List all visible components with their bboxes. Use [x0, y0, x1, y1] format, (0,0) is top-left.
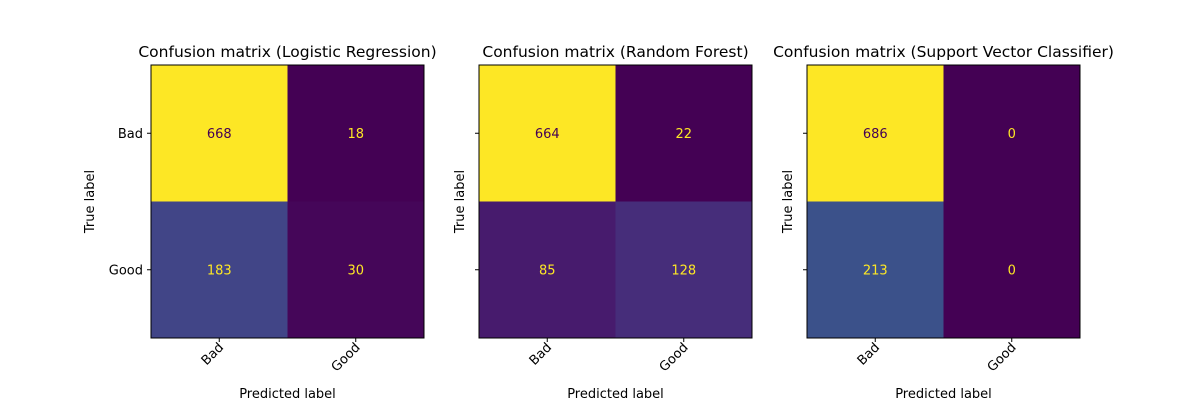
matrix-cell-good-bad [479, 201, 616, 338]
matrix-cell-bad-bad [807, 65, 944, 202]
confusion-matrix-panel-3: 686 0 213 0 Confusion matrix (Support Vector… [773, 43, 1114, 402]
matrix-cell-bad-bad [151, 65, 288, 202]
y-axis-label: True label [83, 170, 98, 234]
cell-value-label: 0 [1008, 263, 1016, 278]
cell-value-label: 213 [863, 263, 888, 278]
y-axis-label: True label [781, 170, 796, 234]
cell-value-label: 0 [1008, 127, 1016, 142]
matrix-cell-bad-bad [479, 65, 616, 202]
matrix-cell-good-bad [151, 201, 288, 338]
y-tick-label: Good [109, 263, 143, 278]
cell-value-label: 22 [675, 127, 692, 142]
x-tick-label: Bad [855, 340, 883, 368]
x-axis-label: Predicted label [239, 387, 336, 400]
x-axis-label: Predicted label [567, 387, 664, 400]
cell-value-label: 30 [347, 263, 364, 278]
x-tick-label: Bad [199, 340, 227, 368]
cell-value-label: 664 [535, 127, 560, 142]
matrix-cell-good-good [287, 201, 424, 338]
confusion-matrix-panel-2: 664 22 85 128 Confusion matrix (Random Fores… [453, 43, 753, 402]
panel-title: Confusion matrix (Random Forest) [482, 43, 748, 61]
matrix-cell-bad-good [615, 65, 752, 202]
matrix-cell-good-good [615, 201, 752, 338]
x-tick-label: Good [329, 340, 364, 375]
plot-frame [478, 64, 753, 339]
x-tick-label: Bad [527, 340, 555, 368]
cell-value-label: 686 [863, 127, 888, 142]
cell-value-label: 18 [347, 127, 364, 142]
matrix-cell-bad-good [943, 65, 1080, 202]
y-axis-label: True label [453, 170, 468, 234]
x-axis-label: Predicted label [895, 387, 992, 400]
confusion-matrix-panel-1: 668 18 183 30 Confusion matrix (Logistic Reg… [83, 43, 437, 402]
panel-title: Confusion matrix (Support Vector Classif… [773, 43, 1114, 61]
matrix-cell-good-good [943, 201, 1080, 338]
cell-value-label: 183 [207, 263, 232, 278]
matrix-cell-good-bad [807, 201, 944, 338]
matrix-cell-bad-good [287, 65, 424, 202]
cell-value-label: 128 [671, 263, 696, 278]
x-tick-label: Good [657, 340, 692, 375]
y-tick-label: Bad [118, 127, 143, 142]
plot-frame [806, 64, 1081, 339]
plot-frame [150, 64, 425, 339]
cell-value-label: 668 [207, 127, 232, 142]
cell-value-label: 85 [539, 263, 556, 278]
x-tick-label: Good [985, 340, 1020, 375]
panel-title: Confusion matrix (Logistic Regression) [138, 43, 436, 61]
